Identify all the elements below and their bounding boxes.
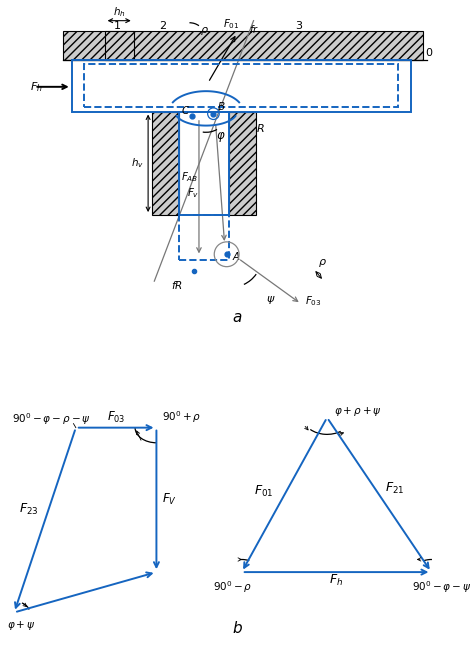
Text: $b$: $b$ (231, 620, 243, 636)
Text: $F_{03}$: $F_{03}$ (305, 294, 322, 307)
Text: $h_v$: $h_v$ (131, 156, 144, 170)
Text: $\varphi+\psi$: $\varphi+\psi$ (7, 618, 36, 632)
Text: $F_{21}$: $F_{21}$ (385, 481, 404, 495)
Polygon shape (229, 112, 255, 215)
Text: $F_{03}$: $F_{03}$ (107, 410, 126, 425)
Text: $\varphi$: $\varphi$ (216, 129, 226, 143)
Text: $F_{23}$: $F_{23}$ (19, 503, 38, 517)
Text: $F_h$: $F_h$ (30, 80, 43, 94)
Text: $\varphi+\rho+\psi$: $\varphi+\rho+\psi$ (334, 405, 382, 418)
Text: $90^0+\rho$: $90^0+\rho$ (162, 409, 201, 425)
Text: $90^0-\rho$: $90^0-\rho$ (213, 579, 253, 594)
Text: $F_V$: $F_V$ (162, 492, 177, 507)
Polygon shape (105, 31, 134, 60)
Text: $90^0-\varphi-\rho-\psi$: $90^0-\varphi-\rho-\psi$ (12, 411, 91, 426)
Text: $2$: $2$ (159, 19, 166, 31)
Polygon shape (64, 31, 423, 60)
Text: $90^0-\varphi-\psi$: $90^0-\varphi-\psi$ (412, 579, 472, 594)
Text: $R$: $R$ (255, 122, 264, 134)
Text: $\rho$: $\rho$ (200, 25, 209, 37)
Text: $h_h$: $h_h$ (113, 5, 126, 19)
Text: $1$: $1$ (113, 19, 121, 31)
Text: $A$: $A$ (232, 251, 241, 262)
Text: $F_h$: $F_h$ (329, 573, 344, 588)
Text: $F_{01}$: $F_{01}$ (222, 17, 239, 30)
Text: $B$: $B$ (217, 100, 225, 112)
Text: $0$: $0$ (425, 46, 433, 58)
Text: $3$: $3$ (295, 19, 303, 31)
Text: $fR$: $fR$ (171, 280, 183, 291)
Text: $\rho$: $\rho$ (318, 256, 327, 269)
Text: $F_{AB}$: $F_{AB}$ (181, 170, 199, 183)
Text: $F_{01}$: $F_{01}$ (254, 484, 273, 499)
Text: $fr$: $fr$ (249, 23, 259, 35)
Text: $\psi$: $\psi$ (266, 294, 275, 306)
Polygon shape (152, 112, 179, 215)
Text: $F_v$: $F_v$ (187, 187, 199, 200)
Text: $a$: $a$ (232, 311, 242, 326)
Text: $C$: $C$ (181, 104, 191, 116)
